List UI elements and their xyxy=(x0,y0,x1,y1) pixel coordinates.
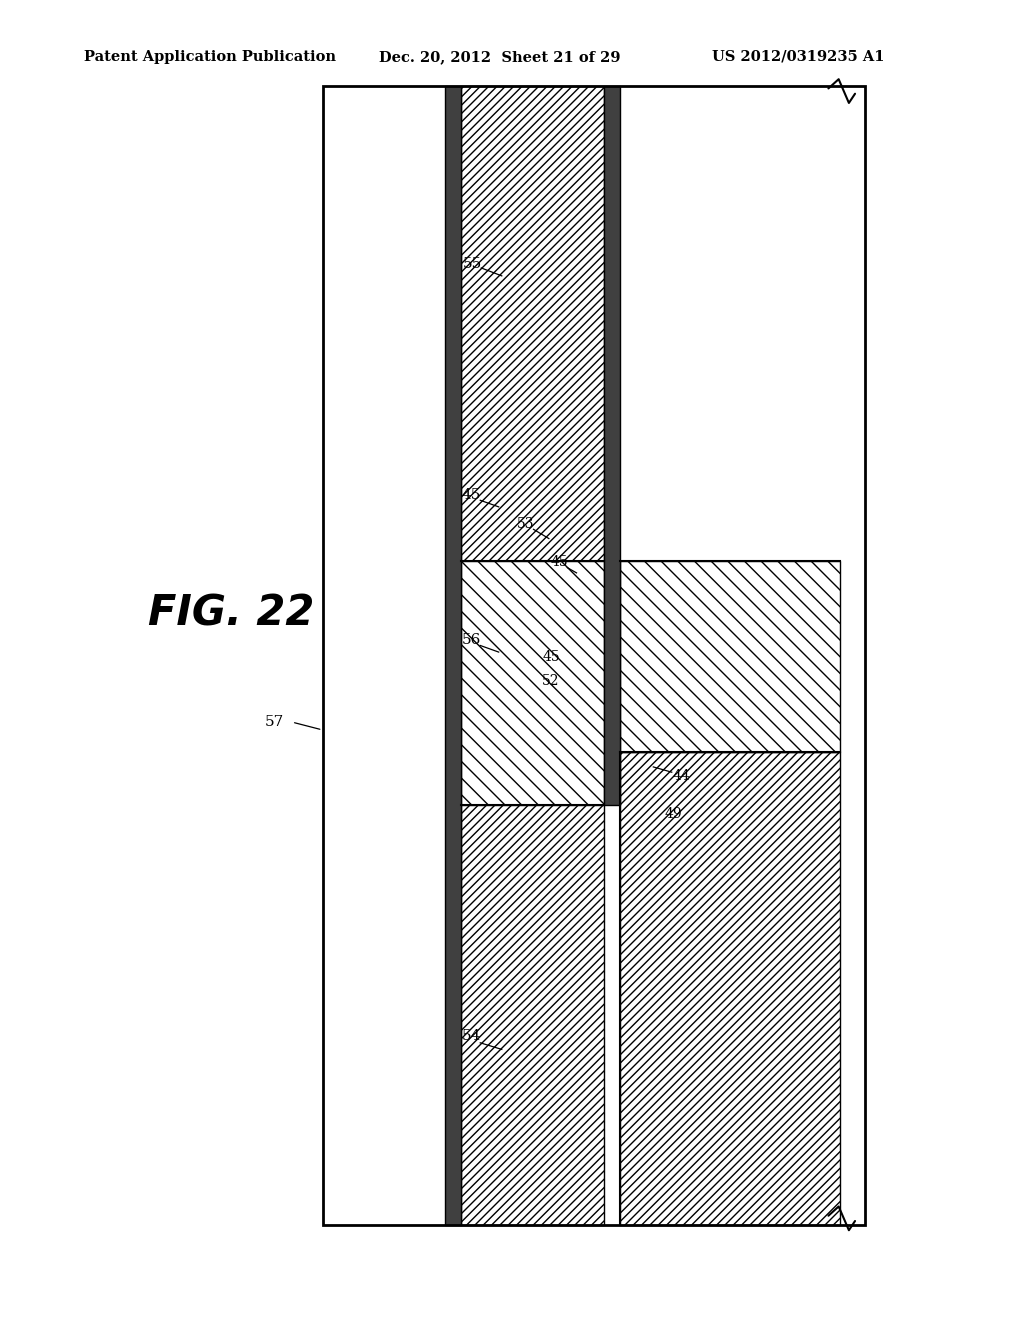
Bar xyxy=(840,86,865,1225)
Bar xyxy=(620,752,840,1225)
Text: 53: 53 xyxy=(516,517,535,531)
Bar xyxy=(323,86,445,1225)
Text: 45: 45 xyxy=(462,488,480,502)
Bar xyxy=(323,86,865,1225)
Text: 45: 45 xyxy=(542,651,560,664)
Text: 52: 52 xyxy=(542,675,560,688)
Bar xyxy=(620,86,840,561)
Text: 45: 45 xyxy=(550,556,568,569)
Bar xyxy=(620,561,840,752)
Text: FIG. 22: FIG. 22 xyxy=(148,593,314,635)
Bar xyxy=(323,86,865,1225)
Text: 55: 55 xyxy=(463,257,481,271)
Text: 56: 56 xyxy=(462,634,480,647)
Text: 54: 54 xyxy=(462,1030,480,1043)
Bar xyxy=(461,86,604,561)
Bar xyxy=(604,86,620,805)
Bar xyxy=(461,805,604,1225)
Text: US 2012/0319235 A1: US 2012/0319235 A1 xyxy=(712,50,884,63)
Text: Dec. 20, 2012  Sheet 21 of 29: Dec. 20, 2012 Sheet 21 of 29 xyxy=(379,50,621,63)
Text: 49: 49 xyxy=(665,808,683,821)
Bar xyxy=(445,86,461,1225)
Text: 57: 57 xyxy=(265,715,284,729)
Text: 44: 44 xyxy=(672,770,690,783)
Bar xyxy=(461,561,604,805)
Text: Patent Application Publication: Patent Application Publication xyxy=(84,50,336,63)
